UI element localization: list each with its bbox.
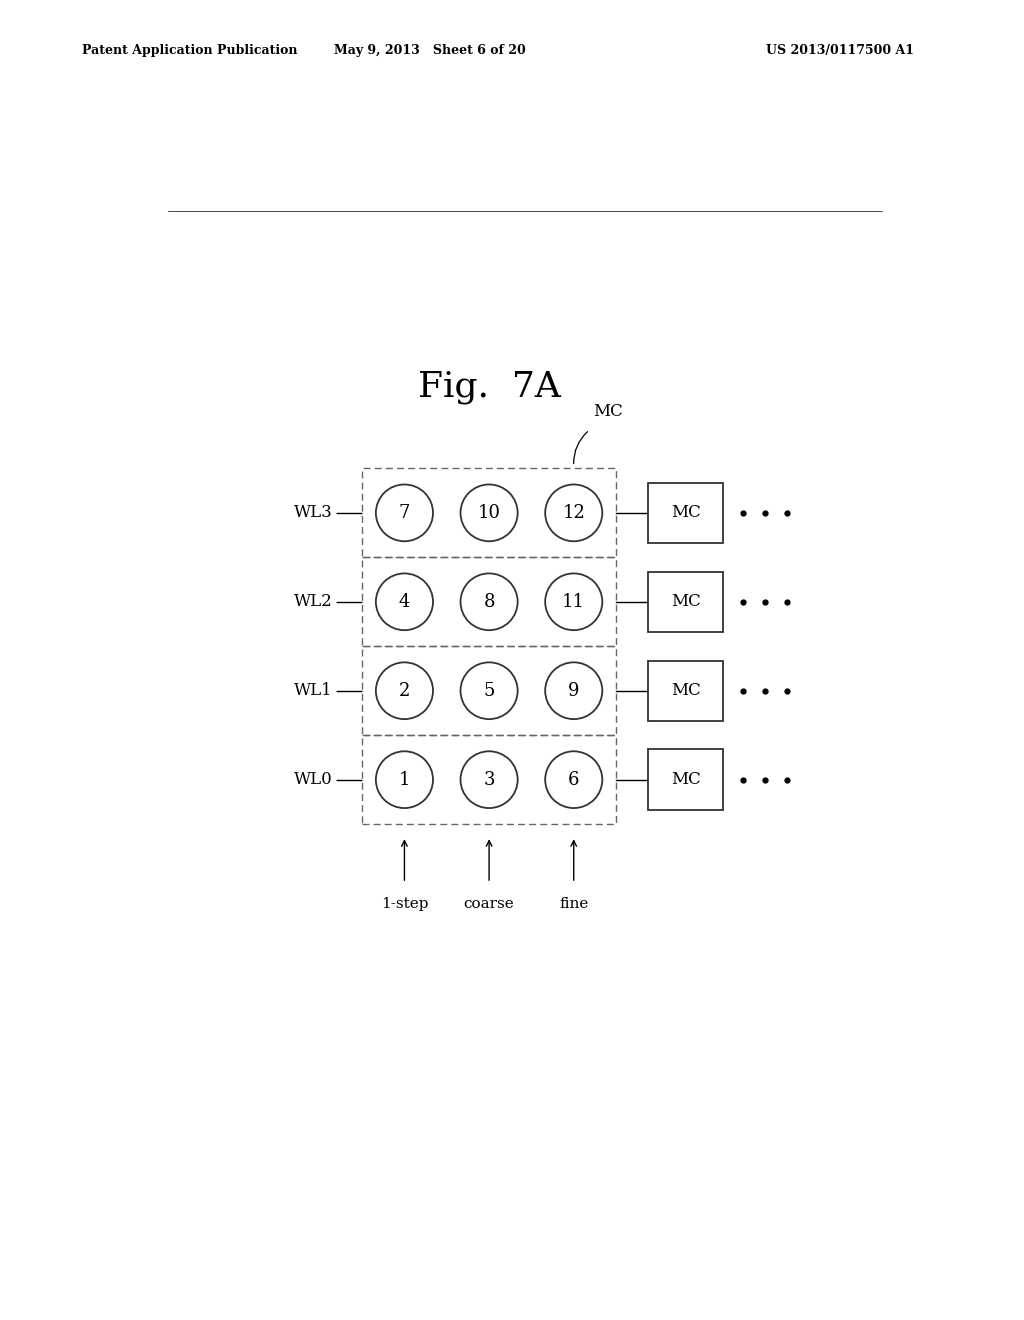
Bar [648, 750, 723, 810]
Text: 1-step: 1-step [381, 898, 428, 911]
Text: Patent Application Publication: Patent Application Publication [82, 44, 297, 57]
Bar [648, 572, 723, 632]
Text: MC: MC [671, 771, 700, 788]
Text: 6: 6 [568, 771, 580, 788]
Text: 4: 4 [398, 593, 411, 611]
Ellipse shape [461, 751, 518, 808]
Text: Fig.  7A: Fig. 7A [418, 370, 560, 404]
Text: fine: fine [559, 898, 589, 911]
Ellipse shape [376, 573, 433, 630]
Ellipse shape [376, 751, 433, 808]
Text: 12: 12 [562, 504, 585, 521]
Ellipse shape [376, 663, 433, 719]
Bar [362, 557, 616, 647]
Text: WL0: WL0 [294, 771, 333, 788]
Ellipse shape [545, 751, 602, 808]
Text: 8: 8 [483, 593, 495, 611]
Text: 5: 5 [483, 681, 495, 700]
Text: 9: 9 [568, 681, 580, 700]
Text: WL1: WL1 [294, 682, 333, 700]
Ellipse shape [545, 663, 602, 719]
Ellipse shape [461, 573, 518, 630]
Text: 11: 11 [562, 593, 586, 611]
Text: 10: 10 [477, 504, 501, 521]
Text: coarse: coarse [464, 898, 514, 911]
Ellipse shape [545, 573, 602, 630]
Text: WL2: WL2 [294, 593, 333, 610]
Ellipse shape [545, 484, 602, 541]
Text: May 9, 2013   Sheet 6 of 20: May 9, 2013 Sheet 6 of 20 [334, 44, 526, 57]
Bar [648, 660, 723, 721]
Text: US 2013/0117500 A1: US 2013/0117500 A1 [766, 44, 913, 57]
Text: 3: 3 [483, 771, 495, 788]
Bar [648, 483, 723, 543]
Bar [362, 735, 616, 824]
Text: MC: MC [671, 593, 700, 610]
Text: 7: 7 [398, 504, 411, 521]
Text: 2: 2 [398, 681, 411, 700]
Ellipse shape [376, 484, 433, 541]
Ellipse shape [461, 484, 518, 541]
Ellipse shape [461, 663, 518, 719]
Text: 1: 1 [398, 771, 411, 788]
Text: MC: MC [594, 403, 624, 420]
Text: MC: MC [671, 682, 700, 700]
Bar [362, 647, 616, 735]
Bar [362, 469, 616, 557]
Text: WL3: WL3 [294, 504, 333, 521]
Text: MC: MC [671, 504, 700, 521]
